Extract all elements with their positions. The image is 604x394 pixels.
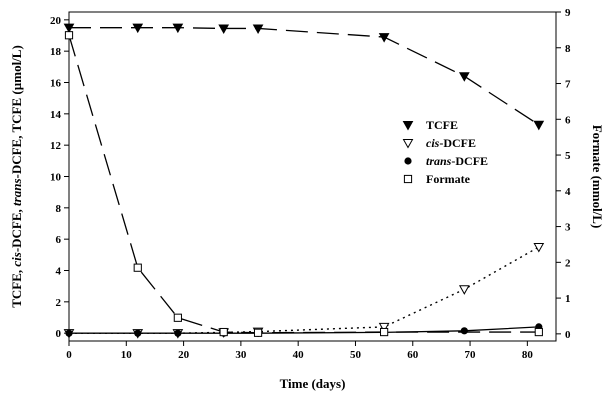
data-point bbox=[173, 313, 182, 322]
x-axis-title: Time (days) bbox=[280, 376, 346, 391]
data-point bbox=[218, 24, 230, 34]
data-point bbox=[378, 33, 390, 43]
series-formate bbox=[64, 31, 543, 337]
y-right-tick-label: 6 bbox=[565, 114, 571, 126]
data-point bbox=[133, 263, 142, 272]
series-line bbox=[69, 27, 540, 126]
data-point bbox=[252, 24, 264, 34]
x-tick-label: 30 bbox=[235, 349, 247, 361]
y-left-tick-label: 2 bbox=[56, 297, 62, 309]
legend-label-part: cis bbox=[426, 136, 440, 150]
data-point bbox=[402, 121, 414, 131]
legend-label: TCFE bbox=[426, 118, 458, 132]
data-point bbox=[403, 174, 413, 184]
legend-label-part: Formate bbox=[426, 172, 471, 186]
y-left-axis-title-part: cis bbox=[9, 252, 24, 266]
series-tcfe bbox=[63, 23, 545, 131]
data-point bbox=[172, 23, 184, 34]
x-tick-label: 20 bbox=[178, 349, 190, 361]
y-right-axis-title: Formate (mmol/L) bbox=[590, 125, 604, 229]
y-right-tick-label: 5 bbox=[565, 150, 571, 162]
data-point bbox=[458, 72, 470, 82]
y-right-tick-label: 2 bbox=[565, 257, 571, 269]
x-tick-label: 40 bbox=[293, 349, 305, 361]
series-line bbox=[69, 326, 539, 334]
y-left-tick-label: 0 bbox=[56, 328, 62, 340]
y-right-tick-label: 7 bbox=[565, 79, 571, 91]
legend-label-part: -DCFE bbox=[439, 136, 476, 150]
legend-label: Formate bbox=[426, 172, 471, 186]
data-point bbox=[458, 285, 470, 295]
x-tick-label: 0 bbox=[66, 349, 72, 361]
data-point bbox=[402, 139, 414, 149]
y-left-tick-label: 12 bbox=[50, 140, 62, 152]
x-tick-label: 10 bbox=[121, 349, 133, 361]
y-left-tick-label: 16 bbox=[50, 78, 62, 90]
data-point bbox=[404, 157, 412, 165]
y-left-axis-title-part: -DCFE, TCFE (µmol/L) bbox=[9, 45, 24, 178]
y-left-tick-label: 10 bbox=[50, 172, 62, 184]
y-left-tick-label: 6 bbox=[56, 234, 62, 246]
data-point bbox=[132, 23, 144, 34]
data-point bbox=[64, 31, 74, 40]
legend-label-part: TCFE bbox=[426, 118, 458, 132]
data-point bbox=[219, 327, 228, 337]
data-point bbox=[65, 329, 73, 337]
y-right-tick-label: 3 bbox=[565, 222, 571, 234]
legend-label-part: -DCFE bbox=[451, 154, 488, 168]
y-left-tick-label: 18 bbox=[50, 46, 62, 58]
data-point bbox=[380, 327, 389, 337]
y-right-tick-label: 0 bbox=[565, 329, 571, 341]
y-left-tick-label: 8 bbox=[56, 203, 62, 215]
data-point bbox=[534, 327, 543, 337]
x-tick-label: 50 bbox=[350, 349, 362, 361]
data-point bbox=[378, 322, 390, 333]
y-left-axis-title: TCFE, cis-DCFE, trans-DCFE, TCFE (µmol/L… bbox=[9, 45, 24, 308]
y-left-tick-label: 4 bbox=[56, 266, 62, 278]
y-left-axis-title-part: -DCFE, bbox=[9, 206, 24, 252]
x-tick-label: 60 bbox=[407, 349, 419, 361]
series-cis-dcfe bbox=[63, 243, 545, 339]
series-line bbox=[69, 246, 540, 334]
legend-label: trans-DCFE bbox=[426, 154, 488, 168]
y-right-tick-label: 9 bbox=[565, 7, 571, 19]
y-left-axis-title-part: trans bbox=[9, 178, 24, 205]
y-left-tick-label: 14 bbox=[50, 109, 62, 121]
y-left-axis-title-part: TCFE, bbox=[9, 267, 24, 308]
data-point bbox=[533, 243, 545, 253]
x-tick-label: 80 bbox=[522, 349, 534, 361]
legend-label-part: trans bbox=[426, 154, 452, 168]
data-point bbox=[253, 328, 263, 337]
data-point bbox=[134, 329, 142, 337]
x-tick-label: 70 bbox=[465, 349, 477, 361]
data-point bbox=[460, 327, 468, 335]
data-point bbox=[533, 120, 545, 131]
legend-label: cis-DCFE bbox=[426, 136, 476, 150]
y-right-tick-label: 4 bbox=[565, 186, 571, 198]
y-right-tick-label: 8 bbox=[565, 43, 571, 55]
y-right-tick-label: 1 bbox=[565, 293, 571, 305]
data-point bbox=[174, 329, 182, 337]
y-left-tick-label: 20 bbox=[50, 15, 62, 27]
plot-frame bbox=[68, 11, 557, 342]
data-point bbox=[63, 23, 75, 34]
